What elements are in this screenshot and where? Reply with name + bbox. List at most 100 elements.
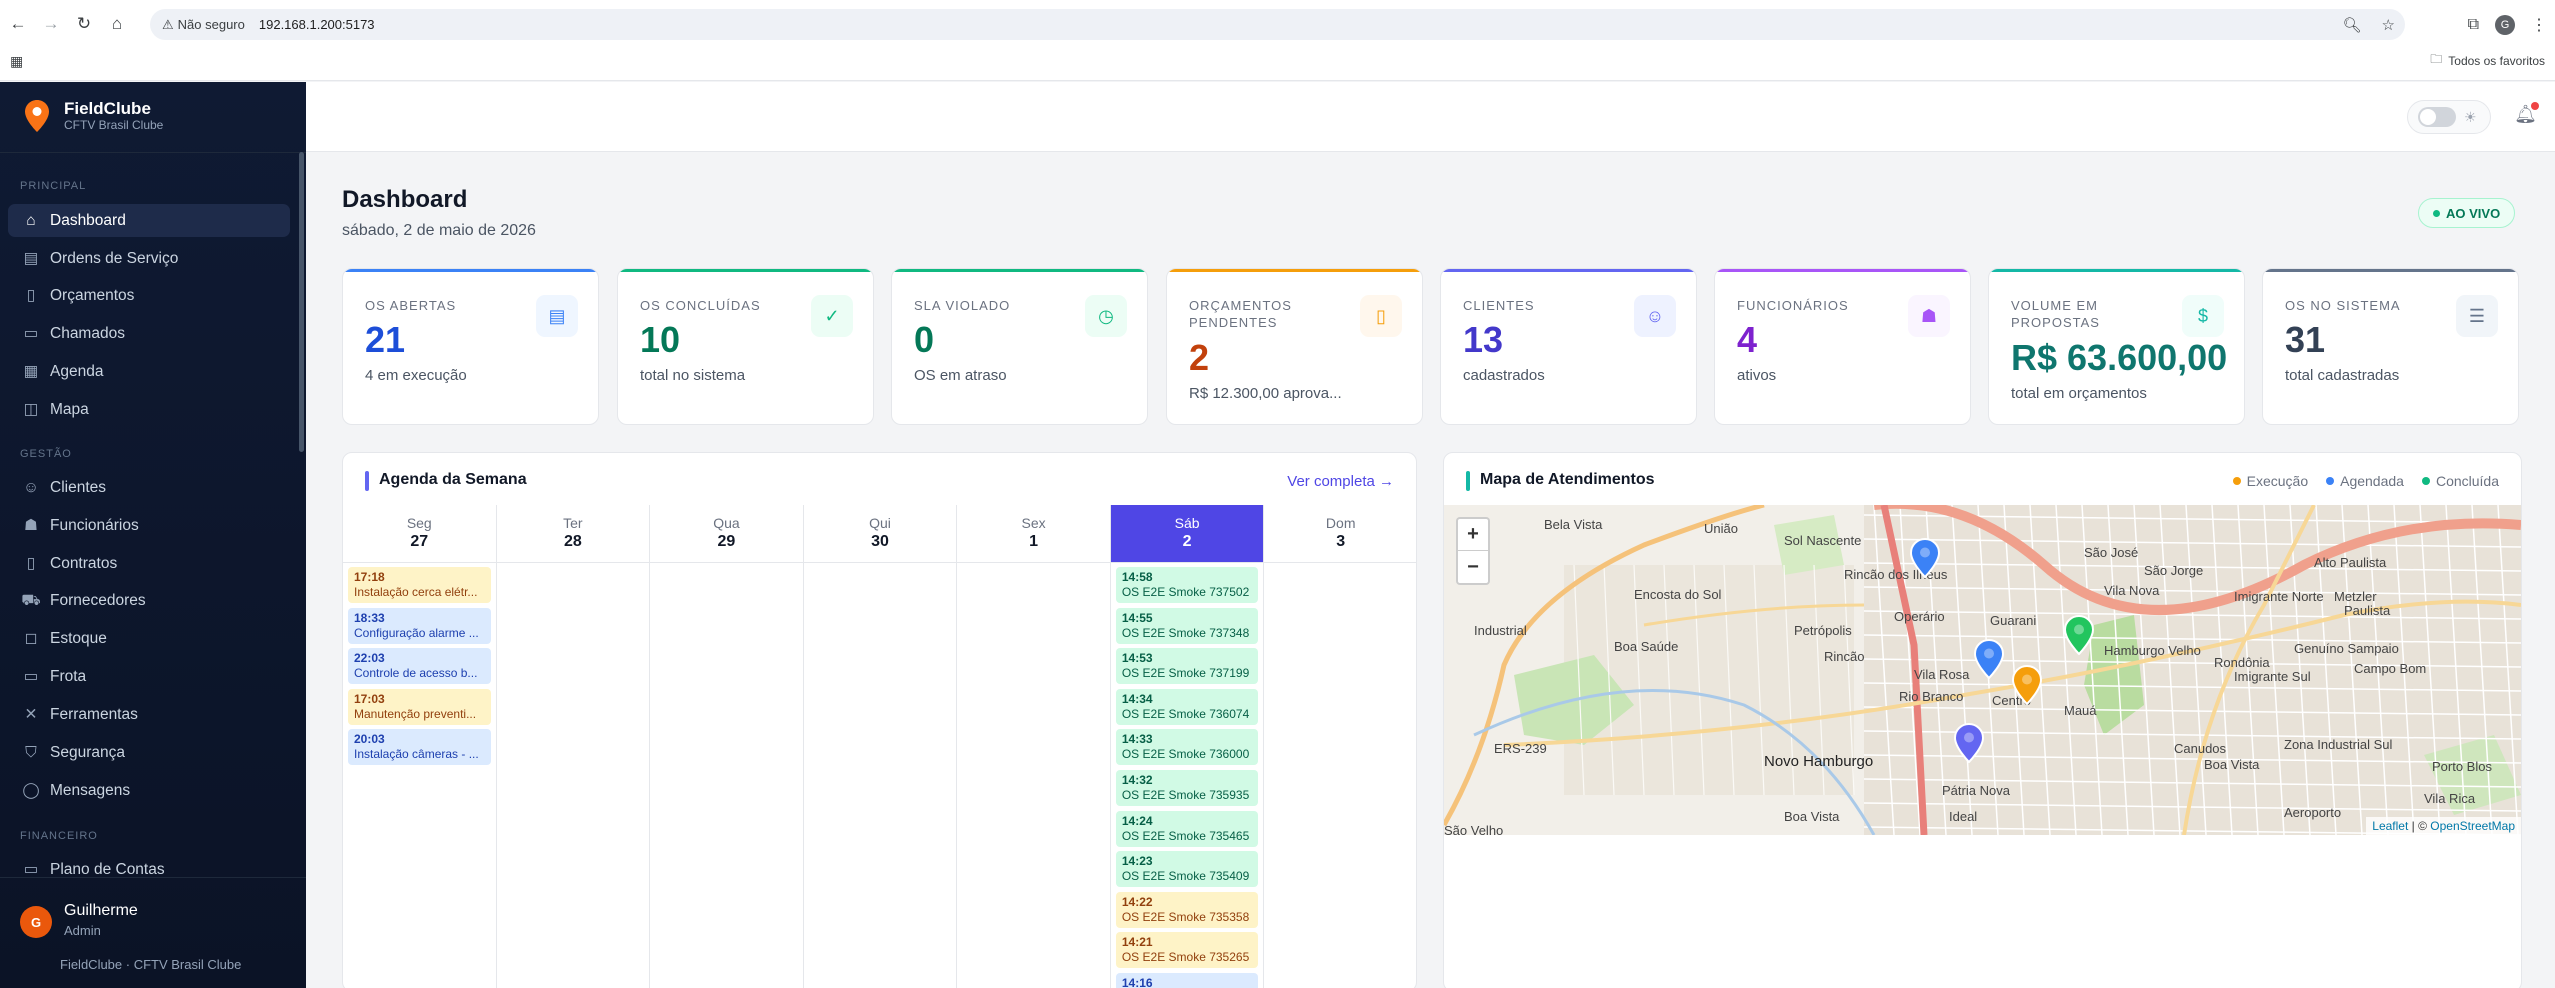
- agenda-event[interactable]: 14:24 OS E2E Smoke 735465: [1115, 810, 1259, 847]
- sidebar-item-estoque[interactable]: ◻ Estoque: [8, 622, 290, 655]
- map-marker-concluída[interactable]: [2063, 614, 2095, 658]
- stat-card[interactable]: OS ABERTAS 21 4 em execução ▤: [342, 268, 599, 425]
- agenda-event[interactable]: 14:16: [1115, 973, 1259, 988]
- sidebar-item-fornecedores[interactable]: ⛟ Fornecedores: [8, 584, 290, 617]
- stat-card[interactable]: OS CONCLUÍDAS 10 total no sistema ✓: [617, 268, 874, 425]
- map-marker-agendada[interactable]: [1953, 722, 1985, 766]
- user-profile[interactable]: G Guilherme Admin: [0, 877, 306, 947]
- star-icon[interactable]: ☆: [2381, 16, 2395, 34]
- stat-card[interactable]: VOLUME EM PROPOSTAS R$ 63.600,00 total em …: [1988, 268, 2245, 425]
- agenda-event[interactable]: 14:58 OS E2E Smoke 737502: [1115, 567, 1259, 603]
- agenda-event[interactable]: 17:18 Instalação cerca elétr...: [348, 567, 491, 603]
- map-pin-icon: [1953, 722, 1985, 764]
- address-bar[interactable]: ⚠ Não seguro 192.168.1.200:5173 🔍︎ ☆: [150, 9, 2405, 40]
- map-marker-execução[interactable]: [2011, 664, 2043, 708]
- day-number: 3: [1336, 533, 1346, 550]
- sidebar-item-dashboard[interactable]: ⌂ Dashboard: [8, 204, 290, 237]
- agenda-event[interactable]: 14:55 OS E2E Smoke 737348: [1115, 607, 1259, 644]
- agenda-event[interactable]: 14:53 OS E2E Smoke 737199: [1115, 648, 1259, 685]
- leaflet-link[interactable]: Leaflet: [2372, 819, 2409, 833]
- brand[interactable]: FieldClube CFTV Brasil Clube: [22, 98, 163, 134]
- day-column-sáb[interactable]: Sáb 2 14:58 OS E2E Smoke 737502 14:55 OS E2E …: [1110, 505, 1265, 988]
- sidebar-item-label: Funcionários: [50, 516, 139, 534]
- contract-icon: ▯: [26, 555, 36, 572]
- card-label: FUNCIONÁRIOS: [1737, 298, 1849, 313]
- card-value: 10: [640, 319, 681, 360]
- event-time: 17:18: [354, 570, 385, 584]
- day-column-dom[interactable]: Dom 3: [1264, 505, 1416, 988]
- ver-completa-link[interactable]: Ver completa →: [1287, 473, 1394, 490]
- menu-kebab-icon[interactable]: ⋮: [2531, 17, 2547, 34]
- card-accent-bar: [1167, 269, 1422, 272]
- bell-icon[interactable]: 🔔︎: [2514, 102, 2539, 124]
- sidebar-item-orcamentos[interactable]: ▯ Orçamentos: [8, 279, 290, 312]
- sidebar-item-contratos[interactable]: ▯ Contratos: [8, 547, 290, 580]
- sidebar: FieldClube CFTV Brasil Clube PRINCIPAL ⌂…: [0, 82, 306, 988]
- agenda-event[interactable]: 22:03 Controle de acesso b...: [348, 648, 491, 685]
- zoom-out-button[interactable]: −: [1467, 555, 1479, 578]
- home-browser-icon[interactable]: ⌂: [111, 14, 123, 33]
- sidebar-item-label: Agenda: [50, 362, 104, 380]
- map-river: [1473, 688, 1876, 835]
- apps-grid-icon[interactable]: ▦: [10, 52, 24, 69]
- day-column-qui[interactable]: Qui 30: [803, 505, 958, 988]
- forward-icon[interactable]: →: [42, 14, 60, 33]
- agenda-event[interactable]: 18:33 Configuração alarme ...: [348, 607, 491, 644]
- sidebar-item-mapa[interactable]: ◫ Mapa: [8, 393, 290, 426]
- sidebar-item-agenda[interactable]: ▦ Agenda: [8, 355, 290, 388]
- day-header: Qua 29: [650, 505, 803, 563]
- map-marker-agendada[interactable]: [1909, 537, 1941, 581]
- agenda-event[interactable]: 14:21 OS E2E Smoke 735265: [1115, 932, 1259, 969]
- day-column-qua[interactable]: Qua 29: [650, 505, 804, 988]
- agenda-event[interactable]: 14:34 OS E2E Smoke 736074: [1115, 688, 1259, 725]
- stat-card[interactable]: CLIENTES 13 cadastrados ☺: [1440, 268, 1697, 425]
- osm-link[interactable]: OpenStreetMap: [2430, 819, 2515, 833]
- theme-toggle[interactable]: ☀: [2407, 100, 2491, 134]
- reload-icon[interactable]: ↻: [76, 14, 92, 33]
- stat-card[interactable]: ORÇAMENTOS PENDENTES 2 R$ 12.300,00 aprova…: [1166, 268, 1423, 425]
- sidebar-item-funcionarios[interactable]: ☗ Funcionários: [8, 509, 290, 542]
- stat-card[interactable]: OS NO SISTEMA 31 total cadastradas ☰: [2262, 268, 2519, 425]
- sidebar-item-seguranca[interactable]: ⛉ Segurança: [8, 736, 290, 769]
- sidebar-item-ferramentas[interactable]: ✕ Ferramentas: [8, 698, 290, 731]
- event-time: 20:03: [354, 732, 385, 747]
- app-header: ☀ 🔔︎: [306, 82, 2555, 152]
- extensions-icon[interactable]: ⧉: [2467, 16, 2479, 33]
- map-marker-agendada[interactable]: [1973, 638, 2005, 682]
- sidebar-item-frota[interactable]: ▭ Frota: [8, 660, 290, 693]
- card-label: VOLUME EM PROPOSTAS: [2011, 298, 2100, 330]
- map-street: [1813, 564, 1825, 796]
- all-favorites[interactable]: 🗀 Todos os favoritos: [2430, 50, 2545, 71]
- toggle-knob: [2420, 109, 2436, 125]
- sidebar-item-plano-contas[interactable]: ▭ Plano de Contas: [8, 853, 290, 886]
- map-place-label: Canudos: [2174, 741, 2227, 756]
- agenda-event[interactable]: 14:32 OS E2E Smoke 735935: [1115, 770, 1259, 806]
- sidebar-item-clientes[interactable]: ☺ Clientes: [8, 471, 290, 504]
- profile-avatar[interactable]: G: [2495, 15, 2515, 35]
- map-park: [1774, 515, 1844, 575]
- agenda-event[interactable]: 14:33 OS E2E Smoke 736000: [1115, 729, 1259, 766]
- zoom-icon[interactable]: 🔍︎: [2342, 16, 2362, 34]
- zoom-in-button[interactable]: +: [1458, 519, 1488, 551]
- agenda-event[interactable]: 20:03 Instalação câmeras - ...: [348, 729, 491, 766]
- stat-card[interactable]: SLA VIOLADO 0 OS em atraso ◷: [891, 268, 1148, 425]
- agenda-event[interactable]: 17:03 Manutenção preventi...: [348, 688, 491, 725]
- sidebar-item-label: Mensagens: [50, 781, 131, 799]
- sidebar-scrollbar[interactable]: [299, 152, 304, 452]
- card-value: 21: [365, 319, 406, 360]
- sidebar-item-chamados[interactable]: ▭ Chamados: [8, 317, 290, 350]
- map-park: [2424, 735, 2521, 815]
- day-column-seg[interactable]: Seg 27 17:18 Instalação cerca elétr... 18:33…: [343, 505, 497, 988]
- day-column-ter[interactable]: Ter 28: [496, 505, 651, 988]
- day-column-sex[interactable]: Sex 1: [957, 505, 1111, 988]
- day-number: 27: [410, 533, 429, 550]
- agenda-event[interactable]: 14:23 OS E2E Smoke 735409: [1115, 851, 1259, 888]
- map-street: [1863, 586, 2521, 596]
- sidebar-item-ordens[interactable]: ▤ Ordens de Serviço: [8, 242, 290, 275]
- agenda-event[interactable]: 14:22 OS E2E Smoke 735358: [1115, 891, 1259, 928]
- card-accent-bar: [1441, 269, 1696, 272]
- sidebar-item-mensagens[interactable]: ◯ Mensagens: [8, 774, 290, 807]
- stat-card[interactable]: FUNCIONÁRIOS 4 ativos ☗: [1714, 268, 1971, 425]
- map-view[interactable]: Bela Vista União Sol Nascente Rincão dos Il…: [1444, 505, 2521, 835]
- back-icon[interactable]: ←: [9, 14, 27, 33]
